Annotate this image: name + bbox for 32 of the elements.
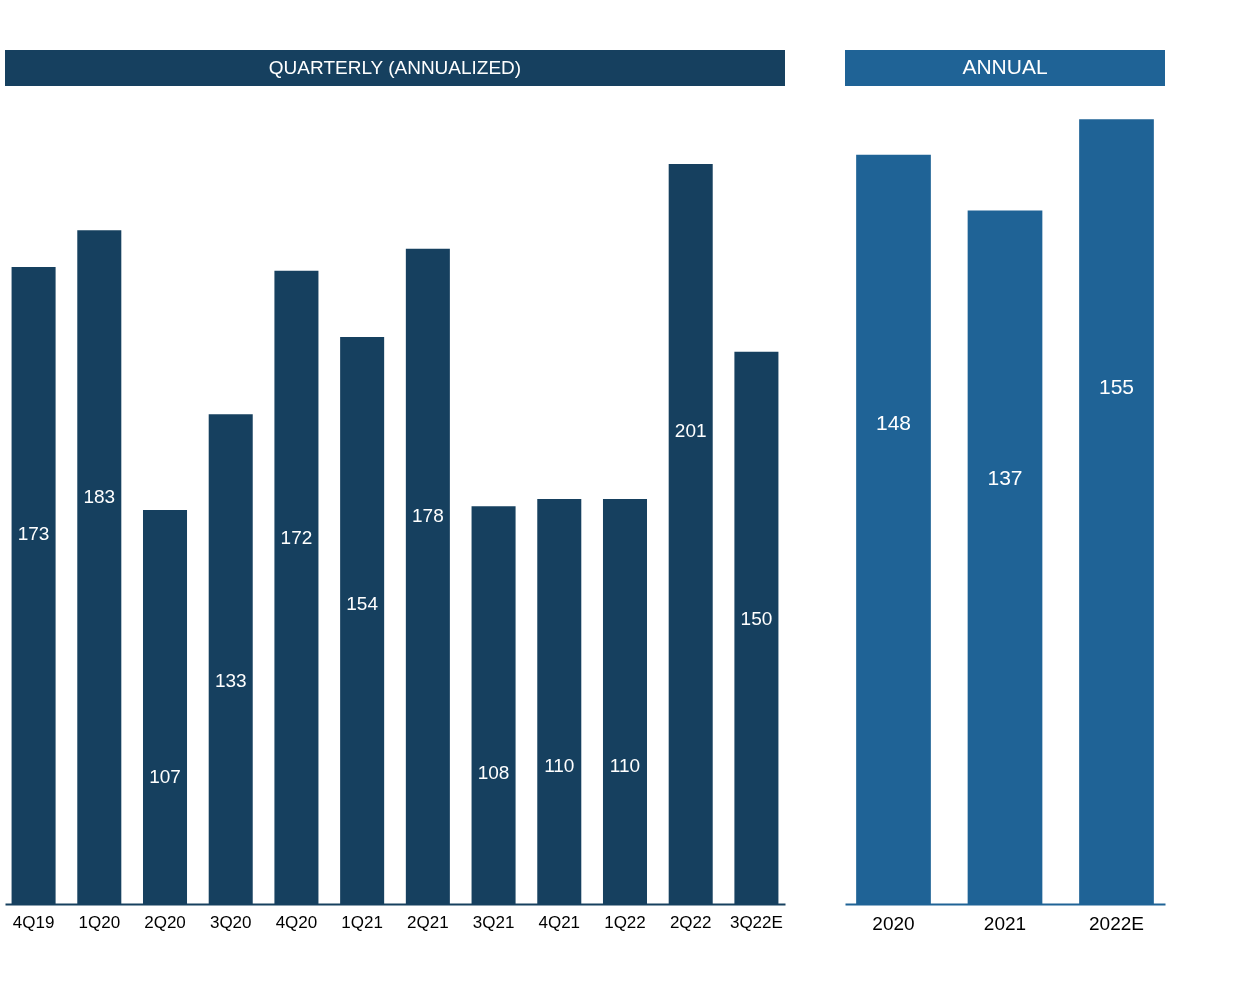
- chart-title: QUARTERLY (ANNUALIZED): [268, 57, 522, 78]
- x-tick-label: 3Q22E: [729, 912, 783, 932]
- data-label: 154: [346, 593, 379, 614]
- x-tick-label: 1Q21: [341, 912, 383, 932]
- x-tick-label: 1Q20: [78, 912, 121, 932]
- data-label: 110: [544, 755, 575, 776]
- x-tick-label: 2Q22: [669, 912, 712, 932]
- x-tick-label: 2Q21: [407, 912, 449, 932]
- x-tick-label: 2020: [872, 912, 915, 934]
- data-label: 107: [149, 766, 181, 788]
- x-tick-label: 1Q22: [604, 912, 646, 932]
- x-tick-label: 2021: [983, 912, 1027, 934]
- data-label: 137: [987, 466, 1023, 490]
- x-tick-label: 3Q21: [472, 912, 515, 932]
- data-label: 133: [214, 670, 247, 692]
- data-label: 173: [17, 523, 50, 545]
- data-label: 155: [1098, 375, 1135, 399]
- x-tick-label: 2Q20: [144, 912, 186, 932]
- x-tick-label: 4Q21: [538, 912, 581, 932]
- chart-title: ANNUAL: [962, 55, 1048, 78]
- x-tick-label: 3Q20: [209, 912, 252, 932]
- data-label: 150: [740, 607, 773, 629]
- data-label: 110: [609, 755, 641, 776]
- data-label: 108: [477, 762, 510, 784]
- x-tick-label: 2022E: [1089, 912, 1144, 934]
- data-label: 172: [280, 526, 313, 548]
- x-tick-label: 4Q20: [275, 912, 318, 932]
- data-label: 183: [83, 486, 116, 508]
- x-tick-label: 4Q19: [12, 912, 55, 932]
- data-label: 178: [412, 504, 444, 526]
- data-label: 148: [875, 410, 912, 434]
- data-label: 201: [674, 419, 707, 441]
